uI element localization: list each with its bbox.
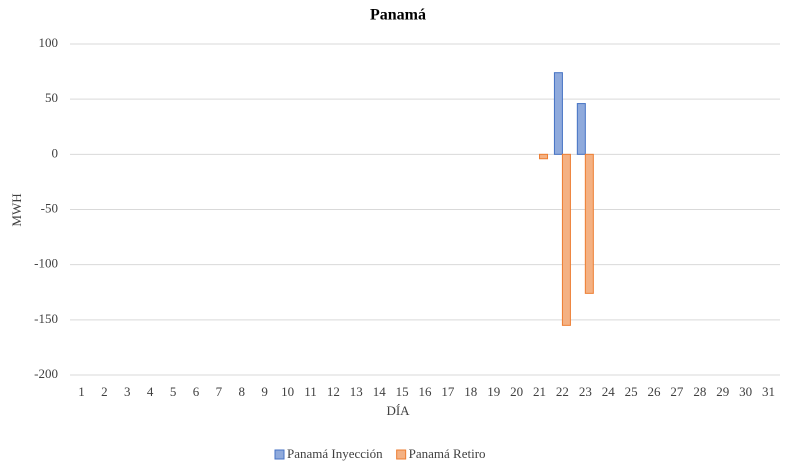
legend-swatch (274, 449, 285, 460)
x-tick-label: 16 (419, 384, 433, 399)
x-tick-label: 31 (762, 384, 775, 399)
y-tick-label: -100 (34, 256, 58, 271)
x-tick-label: 11 (304, 384, 317, 399)
x-tick-label: 23 (579, 384, 592, 399)
x-tick-label: 12 (327, 384, 340, 399)
y-tick-label: 100 (39, 35, 59, 50)
x-tick-label: 15 (396, 384, 409, 399)
y-tick-label: -200 (34, 366, 58, 381)
bar (539, 153, 549, 160)
x-tick-label: 18 (464, 384, 477, 399)
x-tick-label: 20 (510, 384, 523, 399)
x-tick-label: 25 (625, 384, 638, 399)
x-tick-label: 29 (716, 384, 729, 399)
x-tick-label: 7 (216, 384, 223, 399)
y-tick-label: -150 (34, 311, 58, 326)
x-tick-label: 1 (78, 384, 85, 399)
x-tick-label: 3 (124, 384, 131, 399)
x-tick-label: 9 (261, 384, 268, 399)
x-tick-label: 30 (739, 384, 752, 399)
y-tick-label: -50 (41, 200, 58, 215)
x-tick-label: 6 (193, 384, 200, 399)
bar (576, 103, 586, 155)
bar (561, 153, 571, 326)
x-tick-label: 8 (239, 384, 246, 399)
y-axis-label: MWH (9, 193, 24, 226)
x-tick-label: 21 (533, 384, 546, 399)
x-tick-label: 27 (670, 384, 684, 399)
legend-swatch (396, 449, 407, 460)
y-tick-label: 0 (52, 145, 59, 160)
x-tick-label: 26 (648, 384, 662, 399)
x-tick-label: 28 (693, 384, 706, 399)
bar (553, 72, 563, 155)
x-tick-label: 4 (147, 384, 154, 399)
bar (584, 153, 594, 294)
x-axis-label: DÍA (386, 403, 410, 418)
x-tick-label: 5 (170, 384, 177, 399)
legend-label: Panamá Inyección (287, 446, 383, 461)
x-tick-label: 22 (556, 384, 569, 399)
x-tick-label: 10 (281, 384, 294, 399)
x-tick-label: 14 (373, 384, 387, 399)
chart-title: Panamá (370, 7, 426, 24)
x-tick-label: 13 (350, 384, 363, 399)
x-tick-label: 2 (101, 384, 108, 399)
x-tick-label: 19 (487, 384, 500, 399)
x-tick-label: 24 (602, 384, 616, 399)
legend-label: Panamá Retiro (409, 446, 486, 461)
y-tick-label: 50 (45, 90, 58, 105)
x-tick-label: 17 (441, 384, 455, 399)
